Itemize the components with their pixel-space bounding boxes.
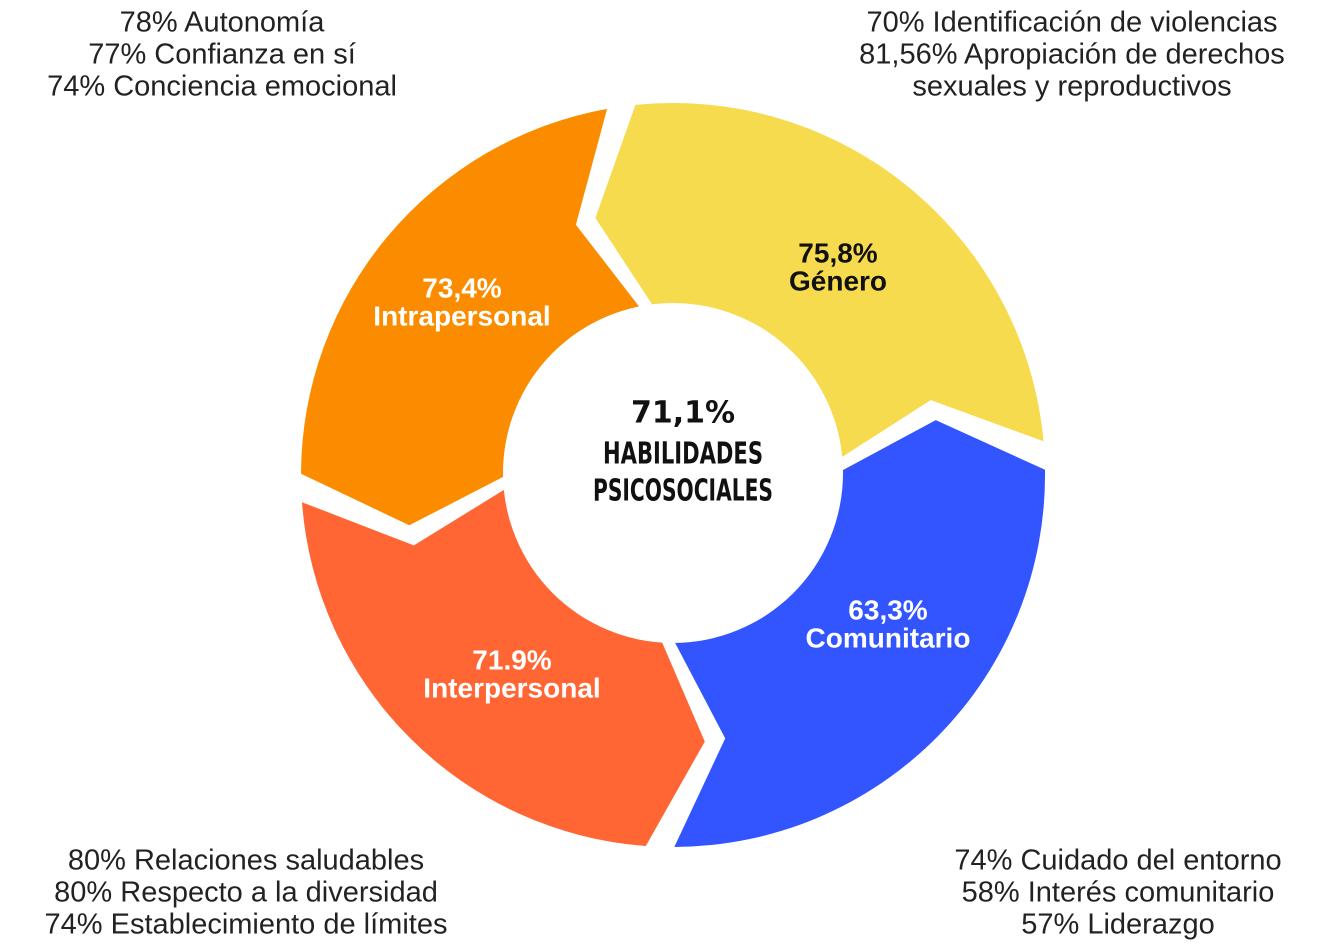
item: 80% Respecto a la diversidad [54,877,438,909]
segment-value: 71.9% [472,644,551,675]
segment-label: Comunitario [806,622,971,653]
segment [302,487,705,846]
item: 80% Relaciones saludables [68,845,424,877]
center-value: 71,1% [631,396,735,431]
item: 74% Establecimiento de límites [45,909,448,941]
segment-label: Interpersonal [423,672,600,703]
item: 70% Identificación de violencias [866,7,1277,39]
item: 74% Cuidado del entorno [954,845,1281,877]
item: 77% Confianza en sí [88,39,356,71]
center-line: PSICOSOCIALES [593,474,773,509]
segment-label: Intrapersonal [373,300,550,331]
item: 57% Liderazgo [1021,909,1214,941]
ring [301,102,1046,847]
center-line: HABILIDADES [603,437,763,472]
center-circle [503,303,843,643]
item: 58% Interés comunitario [962,877,1275,909]
segment-value: 73,4% [422,272,501,303]
segment [595,102,1044,460]
segment-value: 75,8% [798,237,877,268]
segment [301,108,644,526]
segment-label: Género [789,265,887,296]
item: 78% Autonomía [120,7,326,39]
item: 81,56% Apropiación de derechos [859,39,1285,71]
segment [673,420,1046,847]
item: 74% Conciencia emocional [47,71,397,103]
segment-value: 63,3% [848,594,927,625]
item: sexuales y reproductivos [912,71,1231,103]
